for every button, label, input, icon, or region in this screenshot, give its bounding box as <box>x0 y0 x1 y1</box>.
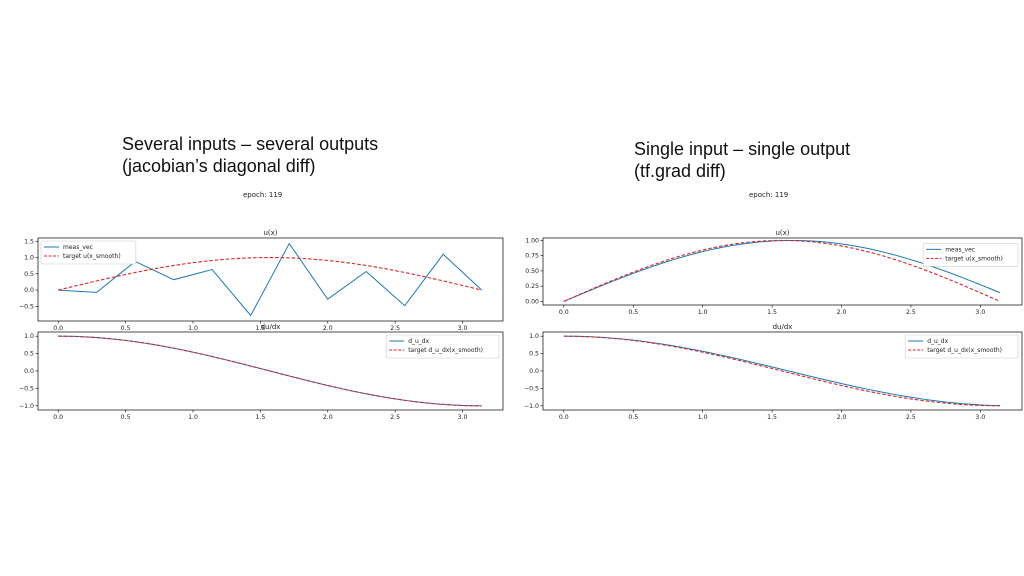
x-tick-label: 2.5 <box>390 414 400 421</box>
series-line-target-d-u-dx-x-smooth- <box>563 335 1001 407</box>
x-tick-label: 1.0 <box>188 325 198 332</box>
left-heading-line-2: (jacobian’s diagonal diff) <box>122 156 316 176</box>
y-tick-label: 0.5 <box>529 351 539 358</box>
y-tick-label: 0.50 <box>525 268 539 275</box>
plot-frame <box>542 331 1023 411</box>
x-tick-label: 2.0 <box>837 414 847 421</box>
y-tick-label: −0.5 <box>19 303 34 310</box>
y-tick-label: 0.25 <box>525 283 539 290</box>
x-tick-label: 2.5 <box>906 414 916 421</box>
y-tick-label: −1.0 <box>524 403 539 410</box>
left-heading: Several inputs – several outputs (jacobi… <box>122 133 378 177</box>
legend-label: d_u_dx <box>408 338 429 345</box>
chart-title: du/dx <box>773 323 793 331</box>
x-tick-label: 0.5 <box>121 414 131 421</box>
right-heading-line-1: Single input – single output <box>634 139 851 159</box>
plot-frame <box>37 331 504 411</box>
right-dudx-chart: du/dx 0.0 0.5 1.0 1.5 2.0 2.5 3.0 −1.0 −0.5 0.0 0.5… <box>524 323 1023 421</box>
y-tick-label: 1.00 <box>525 237 539 244</box>
x-tick-label: 0.5 <box>121 325 131 332</box>
legend-label: target u(x_smooth) <box>945 255 1003 262</box>
right-ux-chart: u(x) 0.0 0.5 1.0 1.5 2.0 2.5 3.0 0.00 0.25 0.50 0.7… <box>525 229 1023 316</box>
y-tick-label: −0.5 <box>19 385 34 392</box>
x-tick-label: 1.5 <box>767 414 777 421</box>
x-tick-label: 0.0 <box>559 309 569 316</box>
chart-title: u(x) <box>263 229 277 237</box>
x-tick-label: 0.5 <box>628 309 638 316</box>
y-tick-label: −0.5 <box>524 385 539 392</box>
y-tick-label: 1.0 <box>529 333 539 340</box>
x-tick-label: 2.5 <box>906 309 916 316</box>
x-tick-label: 0.0 <box>53 325 63 332</box>
series-line-target-u-x-smooth- <box>58 256 482 291</box>
y-tick-label: 0.5 <box>24 271 34 278</box>
plot-frame <box>542 237 1023 306</box>
x-tick-label: 0.0 <box>53 414 63 421</box>
chart-title: du/dx <box>261 323 281 331</box>
legend-box <box>40 240 137 265</box>
legend-box <box>385 334 500 359</box>
chart-title: u(x) <box>775 229 789 237</box>
right-heading-line-2: (tf.grad diff) <box>634 161 726 181</box>
x-tick-label: 2.0 <box>323 414 333 421</box>
y-tick-label: 0.75 <box>525 253 539 260</box>
y-tick-label: 0.0 <box>529 368 539 375</box>
y-tick-label: 1.5 <box>24 238 34 245</box>
x-tick-label: 1.5 <box>255 414 265 421</box>
x-tick-label: 3.0 <box>975 414 985 421</box>
right-heading: Single input – single output (tf.grad di… <box>634 138 850 182</box>
x-tick-label: 0.0 <box>559 414 569 421</box>
right-epoch-label: epoch: 119 <box>749 191 789 199</box>
x-tick-label: 0.5 <box>628 414 638 421</box>
series-line-target-u-x-smooth- <box>563 239 1001 302</box>
legend-box <box>904 334 1019 359</box>
y-tick-label: 0.0 <box>24 287 34 294</box>
legend-label: target d_u_dx(x_smooth) <box>927 347 1002 354</box>
y-tick-label: 0.0 <box>24 368 34 375</box>
y-tick-label: 1.0 <box>24 333 34 340</box>
legend-label: meas_vec <box>945 246 975 253</box>
y-tick-label: −1.0 <box>19 403 34 410</box>
x-tick-label: 1.5 <box>767 309 777 316</box>
left-epoch-label: epoch: 119 <box>243 191 283 199</box>
plot-frame <box>37 237 504 322</box>
x-tick-label: 2.0 <box>837 309 847 316</box>
x-tick-label: 1.0 <box>188 414 198 421</box>
y-tick-label: 1.0 <box>24 255 34 262</box>
legend-label: meas_vec <box>63 244 93 251</box>
legend-label: d_u_dx <box>927 338 948 345</box>
x-tick-label: 3.0 <box>975 309 985 316</box>
x-tick-label: 1.0 <box>698 414 708 421</box>
legend-label: target d_u_dx(x_smooth) <box>408 347 483 354</box>
left-heading-line-1: Several inputs – several outputs <box>122 134 379 154</box>
x-tick-label: 1.0 <box>698 309 708 316</box>
left-ux-chart: u(x) 0.0 0.5 1.0 1.5 2.0 2.5 3.0 −0.5 0.0 0.5 1.0 1.… <box>19 229 504 332</box>
x-tick-label: 3.0 <box>458 414 468 421</box>
series-line-target-d-u-dx-x-smooth- <box>58 335 482 407</box>
x-tick-label: 2.5 <box>390 325 400 332</box>
y-tick-label: 0.00 <box>525 298 539 305</box>
y-tick-label: 0.5 <box>24 351 34 358</box>
legend-box <box>922 243 1019 267</box>
series-line-meas-vec <box>58 242 483 317</box>
x-tick-label: 3.0 <box>458 325 468 332</box>
left-dudx-chart: du/dx 0.0 0.5 1.0 1.5 2.0 2.5 3.0 −1.0 −0.5 0.0 0.5… <box>19 323 504 421</box>
legend-label: target u(x_smooth) <box>63 253 121 260</box>
x-tick-label: 1.5 <box>255 325 265 332</box>
x-tick-label: 2.0 <box>323 325 333 332</box>
